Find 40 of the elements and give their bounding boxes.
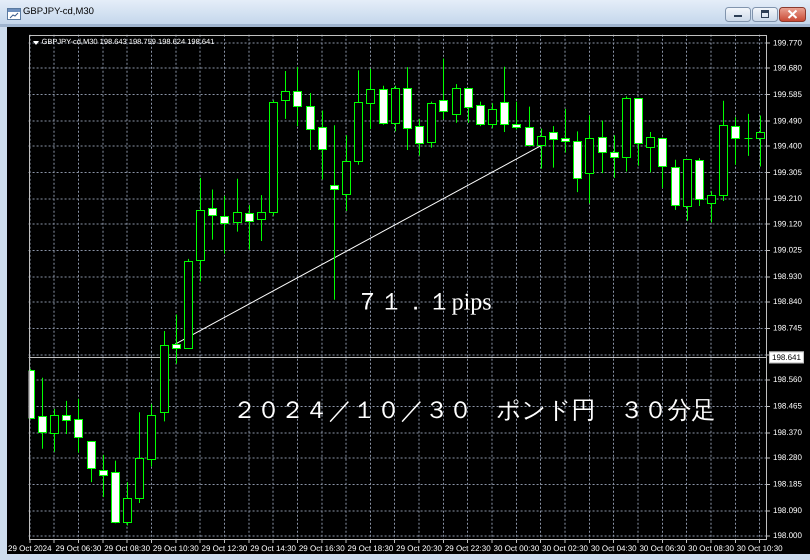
y-tick-label: 198.930: [773, 272, 802, 282]
y-tick-label: 198.000: [773, 531, 802, 540]
x-tick-label: 29 Oct 10:30: [152, 544, 200, 554]
y-tick-label: 198.560: [773, 375, 802, 384]
x-tick-label: 30 Oct 08:30: [688, 544, 734, 554]
x-tick-label: 29 Oct 08:30: [104, 544, 151, 554]
x-tick-label: 29 Oct 06:30: [56, 544, 102, 554]
y-tick-label: 198.745: [773, 324, 802, 333]
x-tick-label: 29 Oct 14:30: [250, 544, 297, 554]
y-tick-label: 199.400: [773, 141, 802, 150]
y-tick-label: 198.280: [773, 453, 802, 462]
chart-title: GBPJPY-cd,M30: [23, 6, 94, 18]
x-tick-label: 29 Oct 16:30: [298, 544, 346, 554]
y-tick-label: 198.185: [773, 480, 802, 489]
x-tick-label: 29 Oct 22:30: [444, 544, 492, 554]
y-tick-label: 199.680: [773, 63, 802, 72]
y-tick-label: 199.490: [773, 116, 802, 126]
y-tick-label: 198.370: [773, 428, 802, 438]
x-tick-label: 30 Oct 10:30: [736, 544, 784, 554]
x-tick-label: 29 Oct 20:30: [396, 544, 443, 554]
x-tick-label: 30 Oct 00:30: [493, 544, 540, 554]
ref-line-label: 198.641: [772, 353, 802, 362]
y-tick-label: 199.120: [773, 219, 802, 228]
y-tick-label: 198.090: [773, 506, 802, 515]
x-tick-label: 30 Oct 04:30: [590, 544, 638, 554]
y-tick-label: 198.465: [773, 402, 802, 411]
x-tick-label: 29 Oct 2024: [8, 544, 52, 554]
annotation: ７１．１pips: [356, 289, 492, 316]
x-tick-label: 29 Oct 12:30: [202, 544, 248, 554]
y-tick-label: 199.025: [773, 246, 802, 255]
x-tick-label: 30 Oct 06:30: [639, 544, 686, 554]
x-tick-label: 29 Oct 18:30: [348, 544, 394, 554]
y-tick-label: 198.840: [773, 297, 802, 306]
y-tick-label: 199.585: [773, 90, 802, 99]
y-tick-label: 199.210: [773, 194, 802, 204]
y-tick-label: 199.305: [773, 168, 802, 177]
y-tick-label: 199.770: [773, 38, 802, 48]
x-tick-label: 30 Oct 02:30: [542, 544, 589, 554]
candlestick: [744, 113, 753, 156]
annotation: ２０２４／１０／３０ ポンド円 ３０分足: [232, 398, 716, 424]
